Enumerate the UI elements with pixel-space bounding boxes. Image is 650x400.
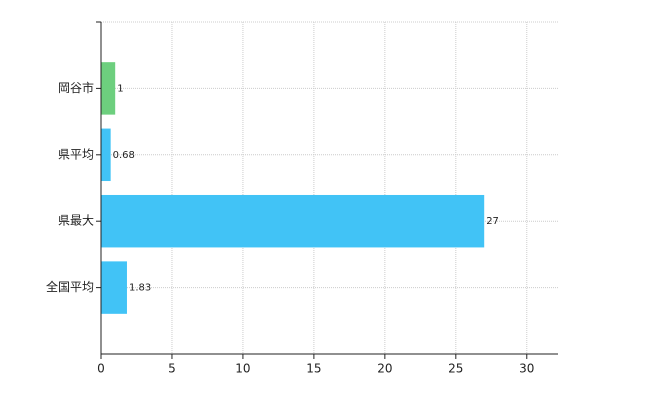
bar [101,194,485,248]
x-tick-label: 15 [306,362,321,376]
value-label: 1.83 [129,283,151,294]
value-label: 27 [486,216,499,227]
x-tick-label: 30 [519,362,534,376]
x-tick-label: 20 [377,362,392,376]
y-tick-label: 県平均 [58,147,94,161]
x-tick-label: 0 [97,362,105,376]
y-tick-label: 県最大 [58,214,94,228]
x-tick-label: 10 [235,362,250,376]
value-label: 0.68 [113,150,135,161]
x-tick-label: 25 [448,362,463,376]
bar [101,62,116,115]
value-label: 1 [117,83,123,94]
y-tick-label: 岡谷市 [58,80,94,95]
x-tick-label: 5 [168,362,176,376]
bar [101,261,127,314]
bar [101,128,111,182]
y-tick-label: 全国平均 [46,279,94,294]
